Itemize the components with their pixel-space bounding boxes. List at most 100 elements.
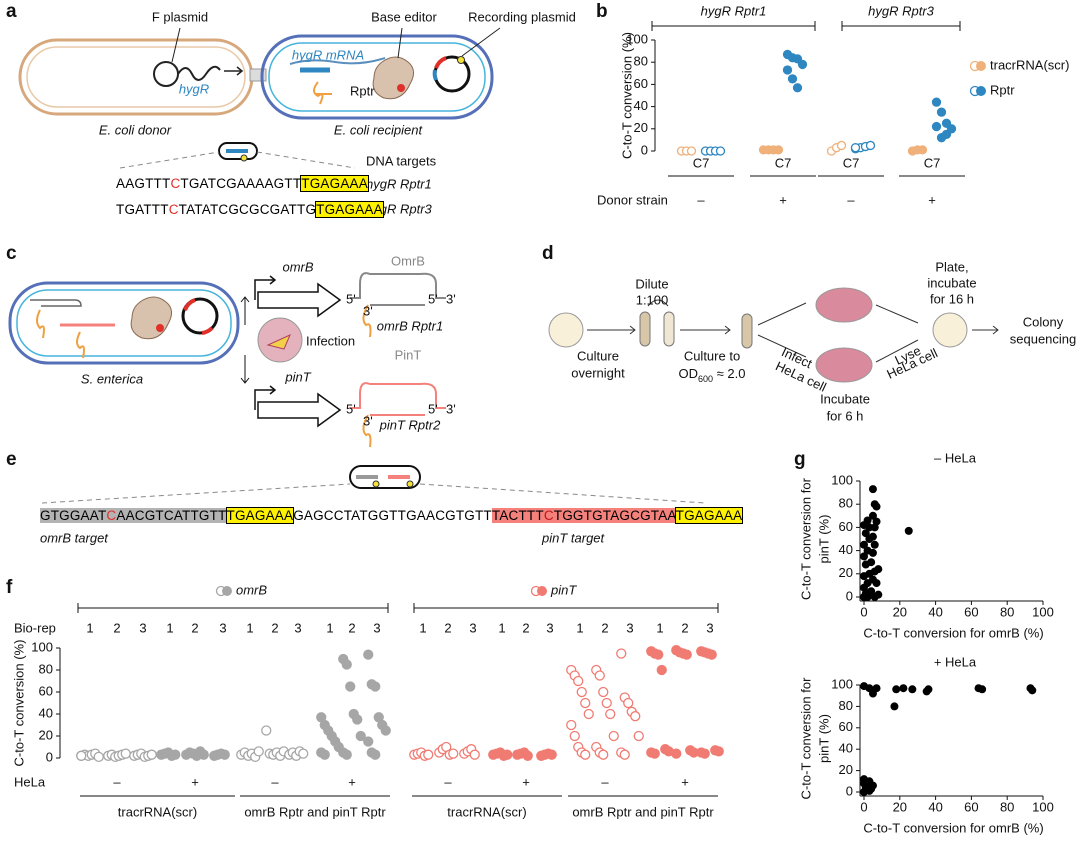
zoom-lines [119,151,356,169]
rep-label: 2 [444,620,451,635]
data-point [773,145,784,155]
data-point [872,684,881,693]
x-tick-label: 20 [893,799,907,814]
plasmid-feature [432,69,438,81]
legend-icon [976,61,986,71]
data-point [865,523,874,532]
y-axis-label: C-to-T conversion for [798,677,813,800]
gene-arrow [257,392,342,428]
data-point [782,65,793,75]
label: PinT [395,347,422,362]
data-point [623,697,634,709]
data-point [605,708,616,720]
sequence-segment: C [168,202,179,217]
rep-label: 1 [86,620,93,635]
omrb-rna [350,272,446,306]
label: OD [679,366,699,381]
y-tick-label: 60 [39,683,53,698]
legend-label: tracrRNA(scr) [990,57,1069,72]
label: omrB Rptr1 [377,318,443,333]
f-plasmid [153,61,179,87]
y-tick-label: 60 [634,76,648,91]
x-tick-label: 60 [964,604,978,619]
data-point [787,74,798,84]
label: E. coli recipient [334,122,424,137]
data-point [616,648,627,659]
data-point [850,143,861,153]
data-point [836,140,847,151]
leader [397,27,403,59]
recipient-cell [260,34,494,120]
culture-plate [932,312,968,348]
data-point [341,749,352,760]
x-tick-label: 20 [893,604,907,619]
legend-icon [976,86,986,96]
promoter [254,275,277,300]
label: Rptr [350,83,375,98]
label: omrB [282,259,313,274]
label: E. coli donor [99,122,172,137]
sequence-segment: AACGTCATTGTT [116,508,227,523]
y-tick-label: 20 [839,565,853,580]
promoter [254,385,277,410]
panel-label: b [596,1,608,22]
label: for 16 h [930,291,974,306]
sequence-segment: TGATCGAAAAGTT [180,176,302,191]
leader [171,27,181,63]
arrow [972,325,999,335]
data-point [573,675,584,687]
x-tick-label: C7 [843,155,860,170]
y-tick-label: 80 [634,54,648,69]
rep-label: 2 [191,620,198,635]
y-tick-label: 40 [39,705,53,720]
data-point [941,129,952,140]
label: Plate, [935,259,968,274]
data-point [863,516,872,525]
data-point [363,649,374,660]
target-site [240,154,248,162]
y-axis-label: C-to-T conversion for [798,477,813,600]
label: Culture [577,348,619,363]
data-point [633,730,644,742]
rptr [76,331,85,359]
label: pinT Rptr2 [379,417,441,432]
rep-label: 1 [419,620,426,635]
rep-label: 3 [469,620,476,635]
legend-label: pinT [550,582,577,597]
base-editor [372,56,414,100]
label: F plasmid [152,9,208,24]
data-point [298,748,309,759]
plasmid-feature [183,298,196,311]
data-point [546,749,557,760]
label: 3' [446,291,456,306]
data-point [601,697,612,709]
data-point [423,749,434,760]
mrna [289,57,386,65]
plasmid [181,297,219,335]
data-point [569,730,580,742]
legend-icon [537,586,547,596]
donor-label: – [697,192,705,207]
data-point [863,593,872,601]
hela-label: – [113,774,121,789]
panel-c-diagram [8,272,446,448]
y-axis-label: pinT (%) [816,714,831,763]
data-point [872,579,881,588]
rptr [362,414,372,448]
panel-label: c [6,243,17,264]
x-tick-label: C7 [924,155,941,170]
panel-label: a [6,1,17,22]
data-point [352,714,363,725]
label: 5' [346,291,356,306]
y-tick-label: 0 [641,142,648,157]
panel-e-diagram [41,465,706,504]
y-tick-label: 80 [39,661,53,676]
data-point [146,749,157,760]
panel-a-diagram [18,27,501,169]
label: sequencing [1010,331,1077,346]
data-point [345,681,356,692]
y-axis-label: pinT (%) [816,515,831,564]
data-point [363,736,374,747]
data-point [865,140,876,151]
label: 600 [698,374,713,384]
